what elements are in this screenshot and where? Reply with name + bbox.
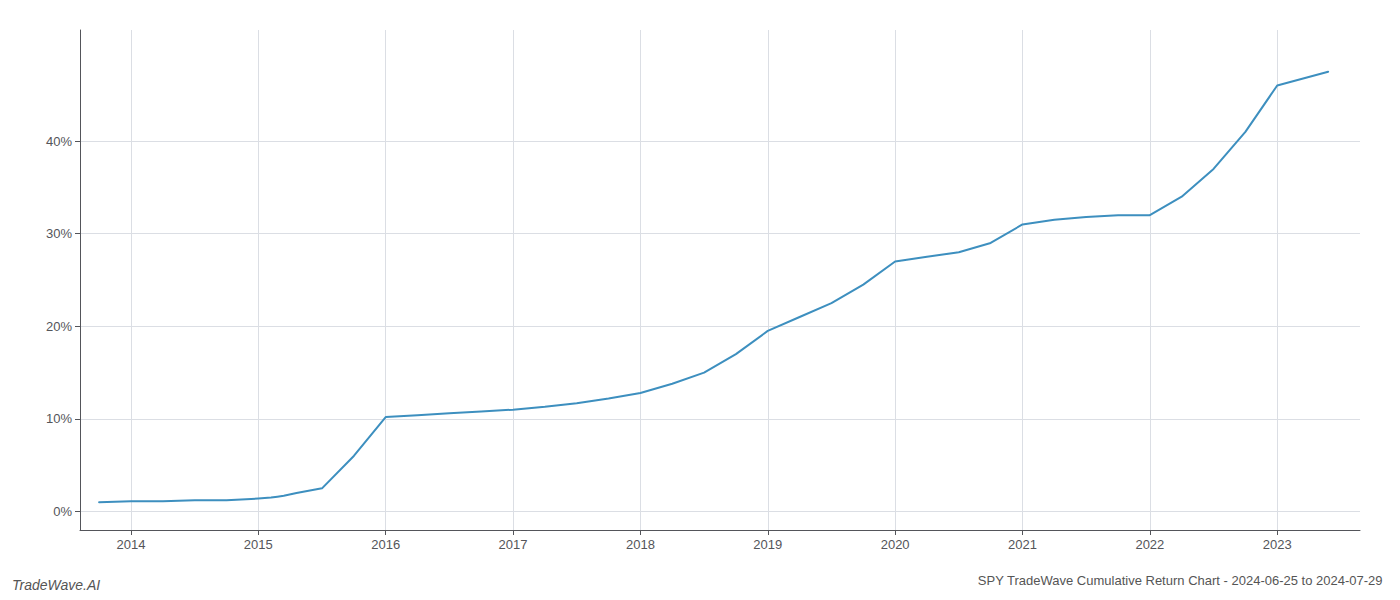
svg-text:2015: 2015	[244, 537, 273, 552]
svg-text:2016: 2016	[371, 537, 400, 552]
svg-text:2017: 2017	[499, 537, 528, 552]
svg-text:2018: 2018	[626, 537, 655, 552]
svg-text:10%: 10%	[46, 411, 72, 426]
svg-text:2014: 2014	[116, 537, 145, 552]
svg-text:2021: 2021	[1008, 537, 1037, 552]
svg-text:40%: 40%	[46, 134, 72, 149]
svg-text:2023: 2023	[1263, 537, 1292, 552]
svg-text:TradeWave.AI: TradeWave.AI	[12, 577, 100, 593]
svg-text:2019: 2019	[753, 537, 782, 552]
svg-text:0%: 0%	[53, 504, 72, 519]
svg-text:2022: 2022	[1135, 537, 1164, 552]
svg-text:30%: 30%	[46, 226, 72, 241]
svg-text:20%: 20%	[46, 319, 72, 334]
svg-text:SPY TradeWave Cumulative Retur: SPY TradeWave Cumulative Return Chart - …	[978, 573, 1383, 588]
svg-text:2020: 2020	[881, 537, 910, 552]
